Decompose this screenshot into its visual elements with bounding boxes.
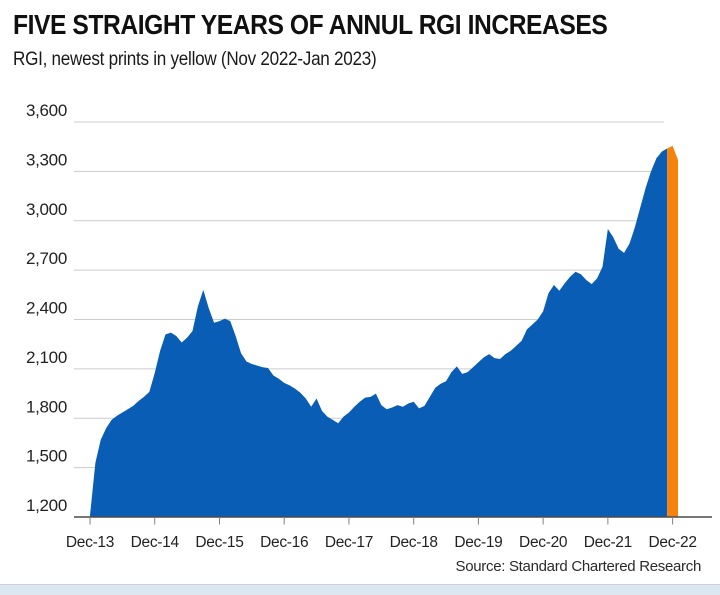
x-tick-label: Dec-13	[66, 534, 114, 551]
y-tick-label: 2,700	[26, 249, 67, 268]
y-tick-label: 1,500	[26, 447, 67, 466]
x-tick-label: Dec-17	[325, 534, 373, 551]
x-tick-label: Dec-18	[390, 534, 438, 551]
y-tick-label: 1,800	[26, 397, 67, 416]
y-tick-label: 3,300	[26, 150, 67, 169]
x-tick-label: Dec-14	[131, 534, 180, 551]
x-tick-label: Dec-20	[519, 534, 568, 551]
source-attribution: Source: Standard Chartered Research	[455, 558, 702, 575]
y-tick-label: 1,200	[26, 496, 67, 515]
y-tick-label: 3,600	[26, 101, 67, 120]
rgi-area-highlight	[667, 145, 678, 518]
y-tick-label: 2,100	[26, 348, 67, 367]
y-tick-label: 2,400	[26, 299, 67, 318]
x-tick-label: Dec-22	[649, 534, 697, 551]
footer-strip	[0, 584, 720, 595]
y-tick-label: 3,000	[26, 200, 67, 219]
rgi-area-blue	[90, 148, 668, 518]
x-tick-label: Dec-16	[260, 534, 308, 551]
chart-subtitle: RGI, newest prints in yellow (Nov 2022-J…	[13, 49, 377, 70]
x-tick-label: Dec-21	[584, 534, 632, 551]
x-tick-label: Dec-19	[454, 534, 502, 551]
chart-title: FIVE STRAIGHT YEARS OF ANNUL RGI INCREAS…	[13, 9, 608, 40]
x-tick-label: Dec-15	[195, 534, 243, 551]
